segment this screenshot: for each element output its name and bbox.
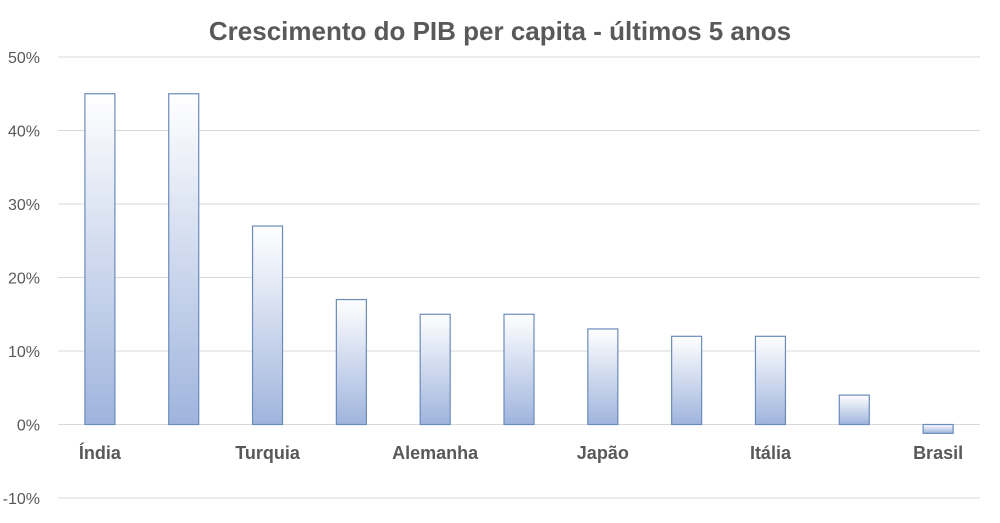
bar [335,298,367,426]
bar [838,394,870,426]
y-tick-label: -10% [3,491,40,508]
x-axis-tick-labels: Índia Turquia Alemanha Japão Itália Brasil [79,442,963,463]
bar [419,313,451,426]
bar [84,93,116,426]
bar [251,225,284,426]
y-tick-label: 20% [8,271,40,288]
bar [587,328,619,426]
bar [503,313,535,426]
bars [84,93,954,434]
x-tick-label: Alemanha [392,443,479,463]
chart-title: Crescimento do PIB per capita - últimos … [209,16,791,46]
y-tick-label: 50% [8,50,40,67]
y-tick-label: 30% [8,197,40,214]
y-tick-label: 40% [8,124,40,141]
bar [754,335,787,426]
bar [922,423,954,434]
x-tick-label: Itália [750,443,792,463]
x-tick-label: Japão [577,443,629,463]
y-tick-label: 0% [17,418,40,435]
x-tick-label: Brasil [913,443,963,463]
bar [168,93,200,426]
bar [671,335,703,426]
y-axis-tick-labels: -10% 0% 10% 20% 30% 40% 50% [3,50,40,508]
x-tick-label: Índia [79,442,122,463]
x-tick-label: Turquia [235,443,301,463]
y-tick-label: 10% [8,344,40,361]
